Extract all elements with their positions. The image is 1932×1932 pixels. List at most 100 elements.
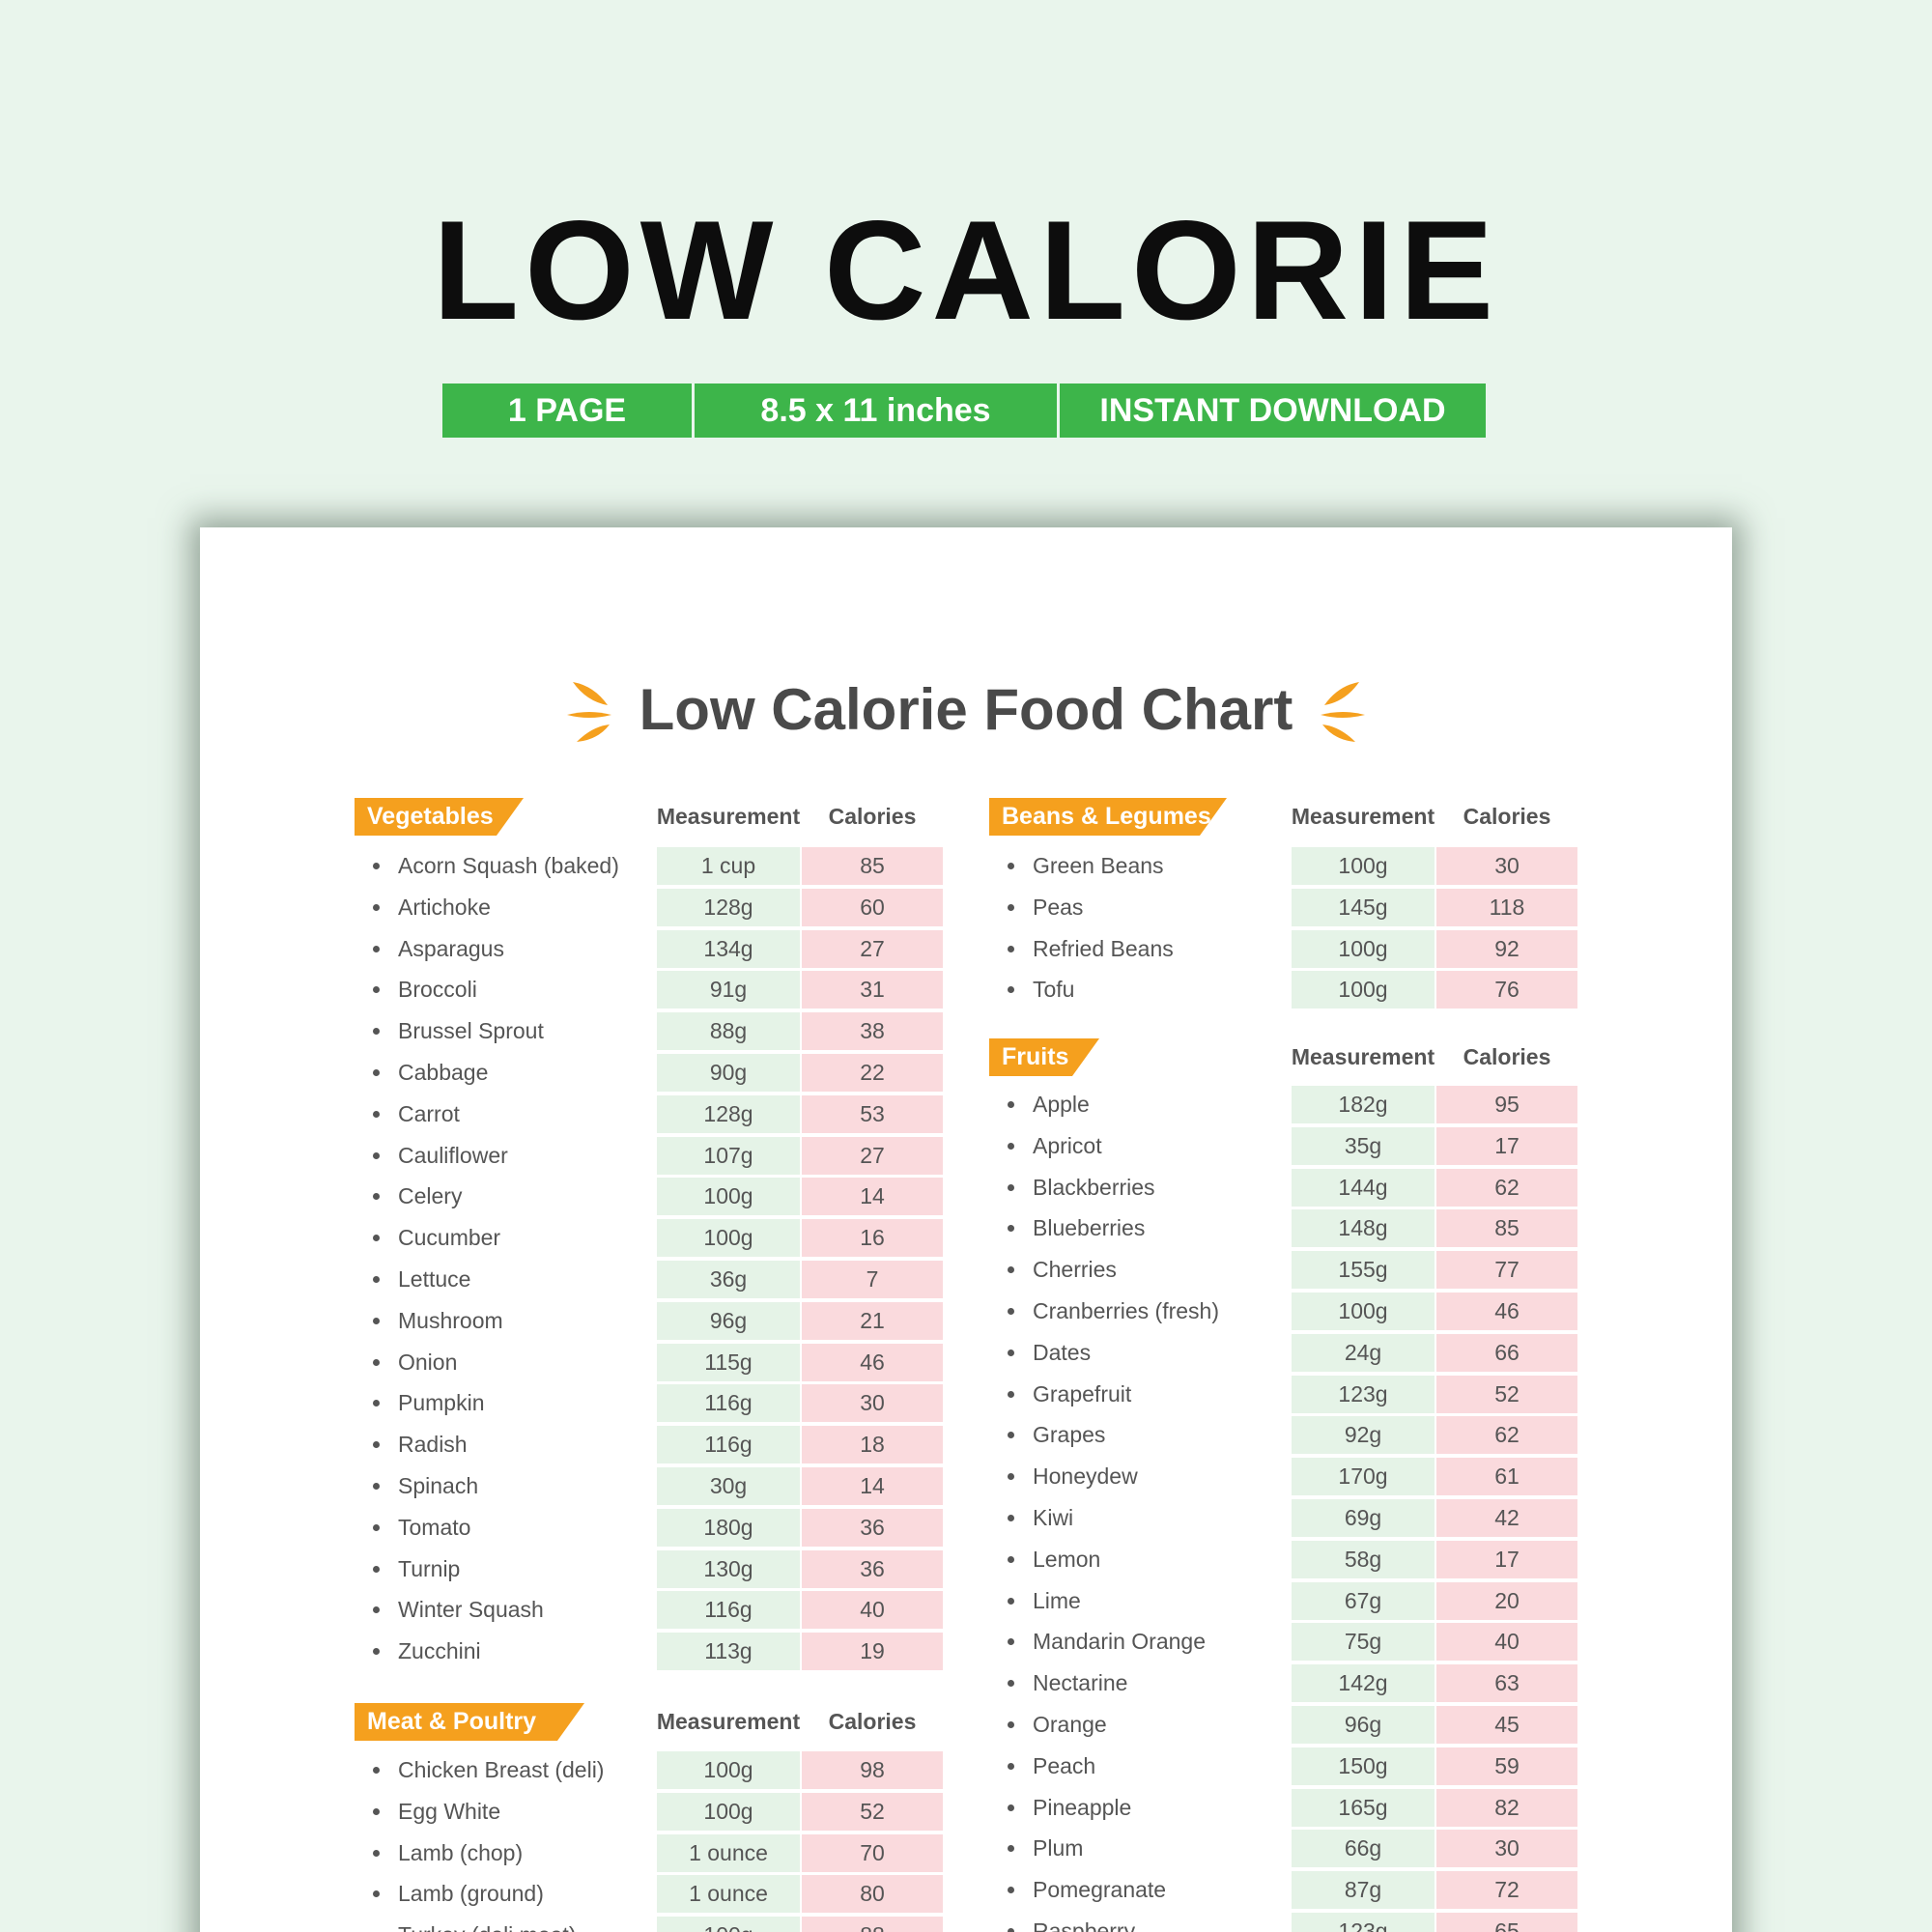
calories-cell: 16 [802, 1219, 943, 1258]
document-title: Low Calorie Food Chart [639, 677, 1293, 742]
calories-cell: 30 [802, 1384, 943, 1423]
calories-cell: 21 [802, 1301, 943, 1340]
bullet [1008, 945, 1014, 952]
calories-cell: 76 [1436, 971, 1577, 1009]
food-name: Cranberries (fresh) [1033, 1298, 1219, 1323]
measurement-cell: 155g [1292, 1251, 1435, 1290]
measurement-cell: 91g [657, 971, 800, 1009]
calories-cell: 92 [1436, 929, 1577, 968]
bullet [373, 863, 380, 869]
measurement-cell: 134g [657, 929, 800, 968]
badge: 8.5 x 11 inches [695, 384, 1060, 438]
calories-cell: 65 [1436, 1913, 1577, 1932]
measurement-cell: 128g [657, 1094, 800, 1133]
calories-cell: 7 [802, 1261, 943, 1298]
food-name: Pomegranate [1033, 1877, 1167, 1903]
measurement-cell: 142g [1292, 1664, 1435, 1703]
calories-cell: 27 [802, 929, 943, 968]
calories-cell: 40 [802, 1591, 943, 1630]
food-name: Refried Beans [1033, 935, 1174, 961]
calories-cell: 77 [1436, 1251, 1577, 1290]
food-name: Acorn Squash (baked) [398, 853, 619, 878]
measurement-cell: 116g [657, 1384, 800, 1423]
food-name: Lamb (chop) [398, 1839, 524, 1865]
bullet [1008, 1555, 1014, 1563]
measurement-cell: 67g [1292, 1581, 1435, 1620]
calories-cell: 52 [802, 1792, 943, 1831]
calories-cell: 36 [802, 1549, 943, 1588]
food-name: Blackberries [1033, 1174, 1155, 1200]
calories-cell: 80 [802, 1875, 943, 1914]
measurement-cell: 96g [657, 1301, 800, 1340]
section-tag: Beans & Legumes [989, 798, 1227, 836]
measurement-cell: 123g [1292, 1913, 1435, 1932]
calories-cell: 59 [1436, 1747, 1577, 1785]
bullet [1008, 1308, 1014, 1315]
calories-cell: 46 [802, 1343, 943, 1381]
calories-cell: 53 [802, 1094, 943, 1133]
calories-cell: 19 [802, 1633, 943, 1671]
measurement-cell: 36g [657, 1261, 800, 1298]
food-name: Honeydew [1033, 1463, 1138, 1490]
food-name: Grapes [1033, 1422, 1106, 1448]
food-name: Tofu [1033, 977, 1075, 1003]
bullet [373, 1441, 380, 1449]
bullet [1008, 903, 1014, 911]
column-header: Measurement [656, 1709, 801, 1734]
calories-cell: 88 [802, 1917, 943, 1932]
food-name: Kiwi [1033, 1505, 1074, 1530]
measurement-cell: 100g [1292, 929, 1435, 968]
food-name: Nectarine [1033, 1670, 1128, 1696]
calories-cell: 27 [802, 1136, 943, 1175]
bullet [373, 1807, 380, 1815]
food-name: Cauliflower [398, 1142, 508, 1168]
food-name: Apricot [1033, 1132, 1102, 1158]
column-header: Measurement [1291, 1044, 1435, 1069]
calories-cell: 60 [802, 888, 943, 926]
bullet [1008, 1390, 1014, 1398]
measurement-cell: 90g [657, 1054, 800, 1092]
measurement-cell: 58g [1292, 1540, 1435, 1578]
calories-cell: 40 [1436, 1623, 1577, 1662]
badge: 1 PAGE [442, 384, 695, 438]
column-header: Measurement [656, 804, 801, 829]
food-name: Apple [1033, 1092, 1090, 1117]
bullet [373, 1648, 380, 1656]
calories-cell: 38 [802, 1012, 943, 1051]
bullet [1008, 1101, 1014, 1108]
measurement-cell: 113g [657, 1633, 800, 1671]
calories-cell: 14 [802, 1467, 943, 1505]
measurement-cell: 100g [657, 1792, 800, 1831]
food-name: Cherries [1033, 1257, 1117, 1283]
measurement-cell: 100g [1292, 971, 1435, 1009]
food-name: Zucchini [398, 1638, 481, 1664]
measurement-cell: 96g [1292, 1706, 1435, 1744]
food-name: Asparagus [398, 935, 504, 961]
calories-cell: 85 [1436, 1209, 1577, 1248]
calories-cell: 85 [802, 847, 943, 885]
measurement-cell: 180g [657, 1508, 800, 1547]
calories-cell: 17 [1436, 1126, 1577, 1165]
bullet [1008, 1515, 1014, 1521]
food-name: Mushroom [398, 1307, 503, 1333]
calories-cell: 95 [1436, 1086, 1577, 1123]
badge-bar: 1 PAGE 8.5 x 11 inches INSTANT DOWNLOAD [442, 384, 1486, 438]
measurement-cell: 100g [657, 1178, 800, 1216]
food-name: Lettuce [398, 1266, 471, 1292]
food-name: Winter Squash [398, 1597, 544, 1623]
bullet [1008, 1762, 1014, 1770]
bullet [373, 945, 380, 952]
bullet [373, 1606, 380, 1614]
measurement-cell: 170g [1292, 1458, 1435, 1496]
measurement-cell: 123g [1292, 1375, 1435, 1413]
calories-cell: 62 [1436, 1168, 1577, 1207]
measurement-cell: 100g [1292, 1293, 1435, 1330]
measurement-cell: 150g [1292, 1747, 1435, 1785]
bullet [1008, 1804, 1014, 1811]
column-header: Calories [1463, 1044, 1551, 1069]
calories-cell: 52 [1436, 1375, 1577, 1413]
food-name: Turkey (deli meat) [398, 1917, 576, 1932]
calories-cell: 70 [802, 1833, 943, 1872]
calories-cell: 30 [1436, 847, 1577, 885]
bullet [1008, 1887, 1014, 1894]
